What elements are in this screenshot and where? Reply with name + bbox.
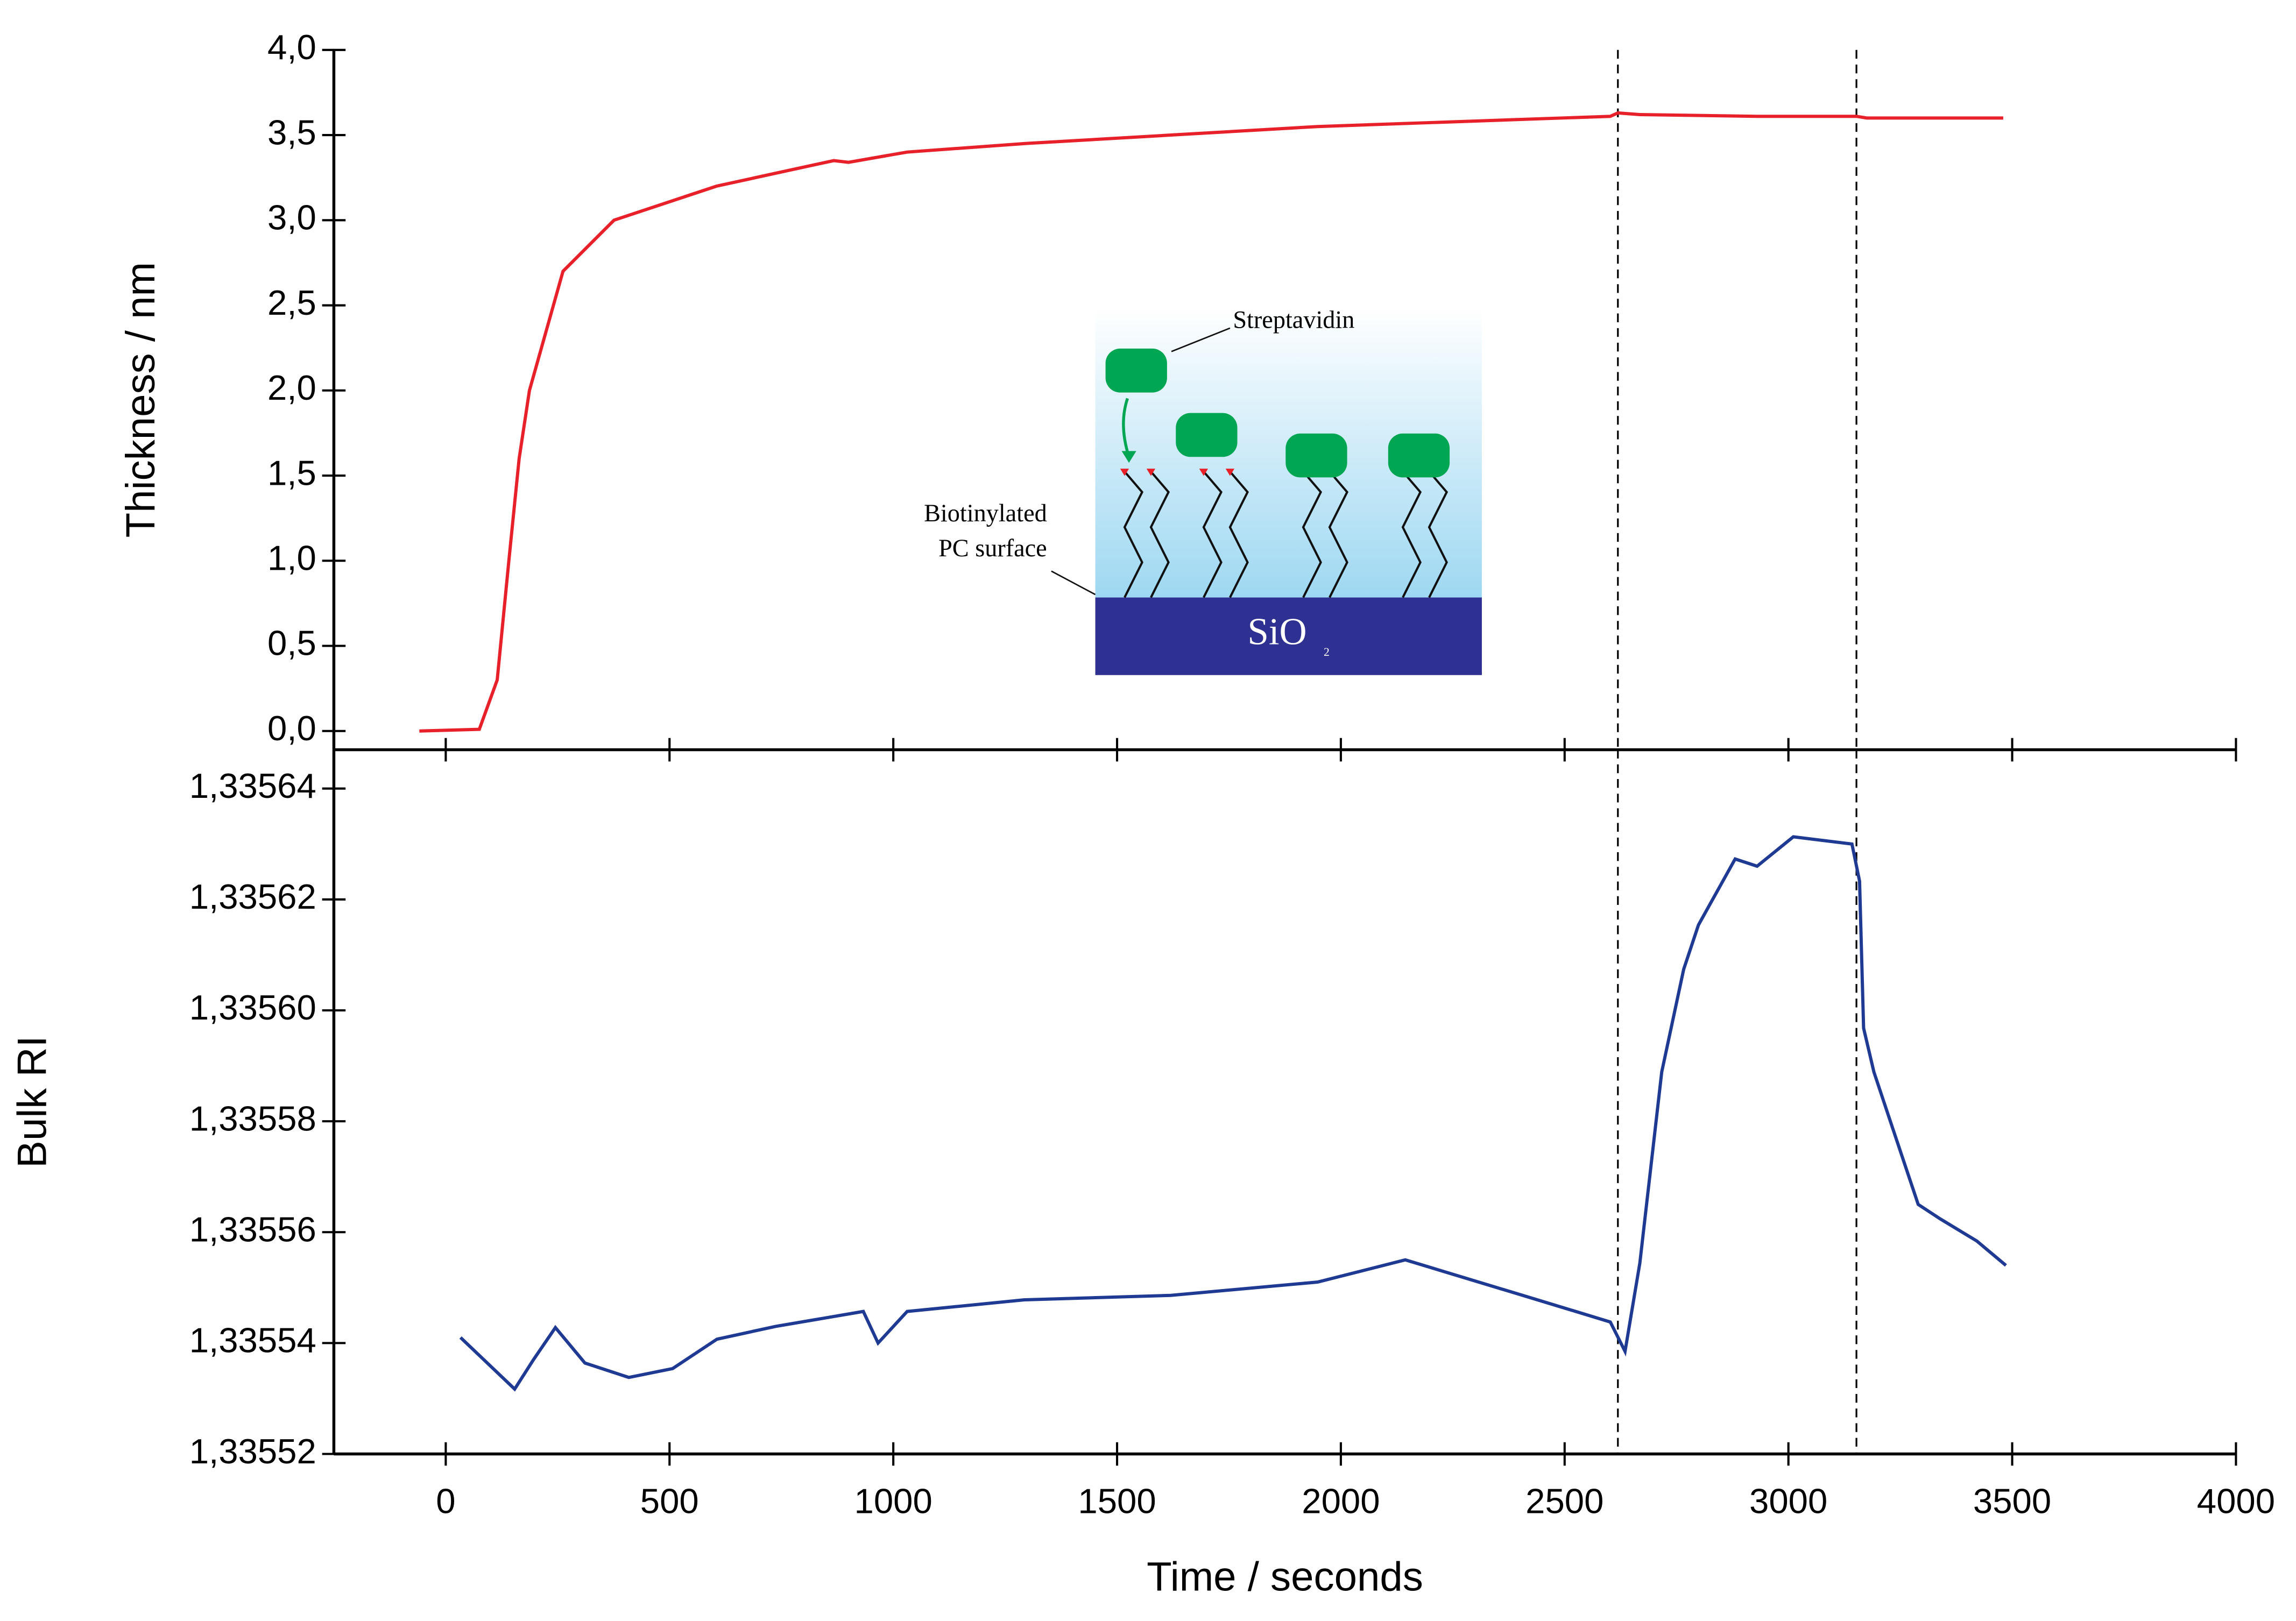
x-tick-label: 500 bbox=[640, 1481, 699, 1520]
y-tick-label: 4,0 bbox=[267, 27, 316, 67]
y-tick-label: 1,33562 bbox=[189, 877, 316, 916]
y-tick-label: 1,33558 bbox=[189, 1099, 316, 1138]
inset-arrow bbox=[1122, 398, 1131, 458]
inset-diagram: Streptavidin Biotinylated PC surface SiO… bbox=[924, 307, 1482, 675]
y-tick-label: 2,5 bbox=[267, 283, 316, 322]
x-tick-label: 3500 bbox=[1973, 1481, 2051, 1520]
data-line bbox=[419, 111, 2003, 733]
y-tick-label: 1,33552 bbox=[189, 1432, 316, 1471]
y-tick-label: 1,33554 bbox=[189, 1321, 316, 1360]
y-tick-label: 3,5 bbox=[267, 112, 316, 152]
inset-streptavidin bbox=[1105, 348, 1450, 478]
inset-label: PC surface bbox=[938, 535, 1047, 562]
y-axis-label: Thickness / nm bbox=[118, 262, 164, 537]
y-tick-label: 1,33556 bbox=[189, 1209, 316, 1249]
inset-chains bbox=[1123, 471, 1449, 598]
y-tick-label: 3,0 bbox=[267, 198, 316, 237]
x-tick-label: 1000 bbox=[854, 1481, 932, 1520]
inset-biotin bbox=[1120, 469, 1235, 476]
y-tick-label: 0,0 bbox=[267, 709, 316, 748]
inset-label: SiO bbox=[1248, 611, 1307, 653]
inset-label: 2 bbox=[1324, 646, 1330, 659]
y-tick-label: 1,0 bbox=[267, 539, 316, 578]
data-line bbox=[459, 835, 2007, 1392]
x-tick-label: 3000 bbox=[1749, 1481, 1827, 1520]
inset-label: Streptavidin bbox=[1233, 307, 1354, 334]
x-axis-label: Time / seconds bbox=[1147, 1554, 1423, 1600]
x-tick-label: 4000 bbox=[2197, 1481, 2275, 1520]
inset-pointer bbox=[1171, 327, 1231, 352]
x-tick-label: 2000 bbox=[1302, 1481, 1380, 1520]
x-tick-label: 2500 bbox=[1525, 1481, 1603, 1520]
y-tick-label: 1,33560 bbox=[189, 988, 316, 1027]
y-tick-label: 0,5 bbox=[267, 624, 316, 663]
inset-arrowhead bbox=[1121, 451, 1136, 463]
y-tick-label: 1,5 bbox=[267, 453, 316, 492]
x-tick-label: 0 bbox=[436, 1481, 455, 1520]
x-tick-label: 1500 bbox=[1078, 1481, 1156, 1520]
inset-label: Biotinylated bbox=[924, 500, 1047, 527]
y-tick-label: 2,0 bbox=[267, 368, 316, 407]
y-tick-label: 1,33564 bbox=[189, 766, 316, 805]
y-axis-label: Bulk RI bbox=[9, 1036, 55, 1168]
inset-pointer bbox=[1051, 570, 1096, 596]
inset-substrate bbox=[1095, 597, 1482, 675]
